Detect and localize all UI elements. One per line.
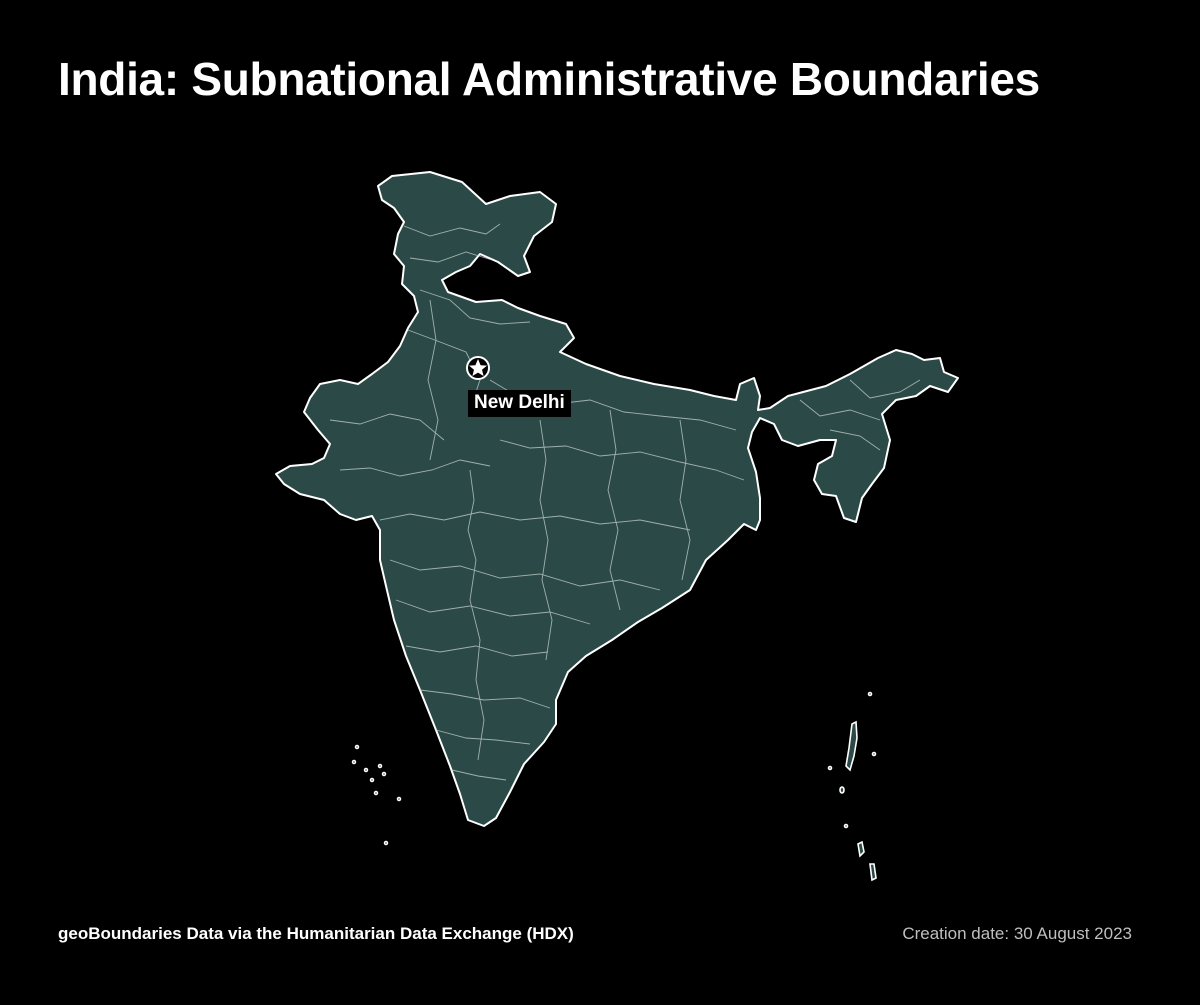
creation-date: Creation date: 30 August 2023 bbox=[902, 924, 1132, 943]
andaman-nicobar-islands bbox=[827, 691, 877, 882]
lakshadweep-islands bbox=[351, 744, 402, 846]
capital-marker bbox=[466, 356, 490, 380]
india-mainland bbox=[275, 171, 959, 827]
data-source: geoBoundaries Data via the Humanitarian … bbox=[58, 924, 574, 943]
capital-label: New Delhi bbox=[468, 390, 571, 417]
map-title: India: Subnational Administrative Bounda… bbox=[58, 53, 1040, 105]
star-icon bbox=[469, 359, 487, 376]
